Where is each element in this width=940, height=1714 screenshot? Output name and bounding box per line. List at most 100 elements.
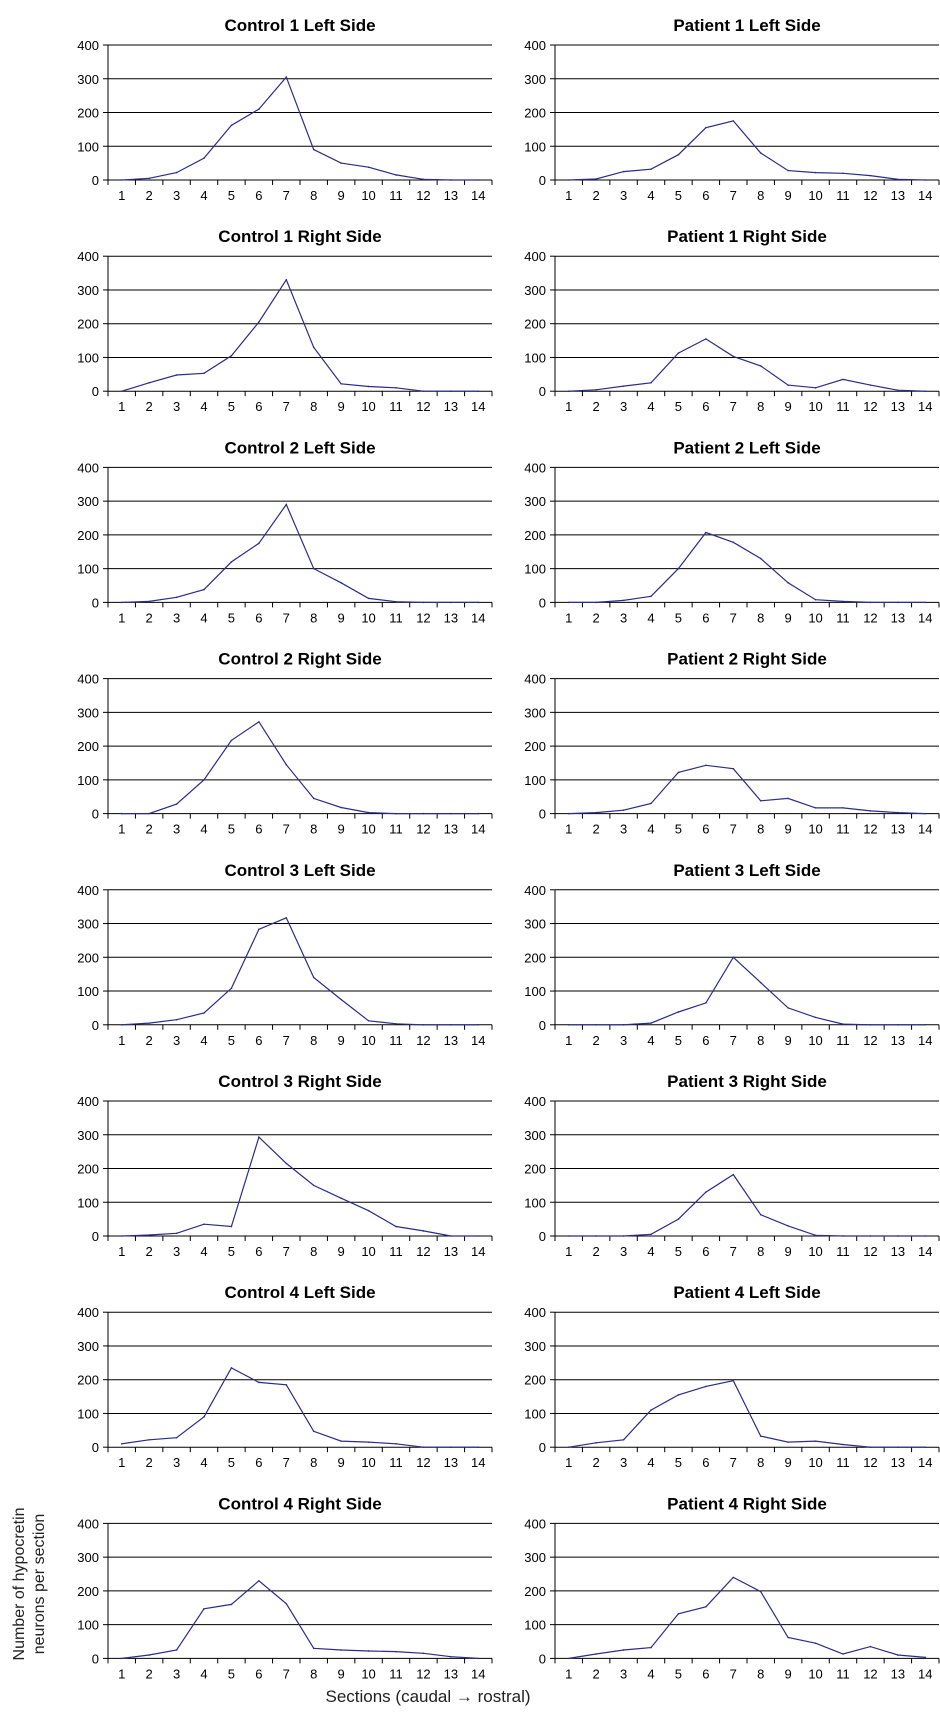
panel-3-point-9 xyxy=(340,382,342,385)
panel-11-xtick-label-11: 11 xyxy=(389,1244,403,1259)
panel-8-title: Patient 2 Right Side xyxy=(667,650,827,669)
panel-14-point-5 xyxy=(677,1394,680,1396)
panel-3-xtick-label-1: 1 xyxy=(118,399,125,414)
panel-5-ytick-label-200: 200 xyxy=(77,528,99,543)
panel-4-xtick-label-10: 10 xyxy=(808,399,822,414)
panel-11-point-11 xyxy=(395,1225,397,1228)
panel-7-point-13 xyxy=(450,812,452,815)
panel-15-xtick-label-12: 12 xyxy=(416,1666,430,1681)
panel-3-xtick-label-4: 4 xyxy=(200,399,207,414)
panel-2-title: Patient 1 Left Side xyxy=(673,16,820,35)
panel-5-xtick-label-7: 7 xyxy=(283,610,290,625)
panel-1-point-1 xyxy=(120,179,123,181)
panel-15-title: Control 4 Right Side xyxy=(218,1494,381,1513)
panel-11-title: Control 3 Right Side xyxy=(218,1072,381,1091)
panel-6-xtick-label-12: 12 xyxy=(863,610,877,625)
panel-2-point-1 xyxy=(567,179,570,181)
panel-4-xtick-label-4: 4 xyxy=(647,399,654,414)
panel-12-xtick-label-14: 14 xyxy=(918,1244,932,1259)
panel-14-ytick-label-400: 400 xyxy=(524,1305,546,1320)
panel-1-ytick-label-400: 400 xyxy=(77,38,99,53)
panel-6-xtick-label-5: 5 xyxy=(675,610,682,625)
panel-14-point-7 xyxy=(732,1379,735,1382)
panel-10-xtick-label-11: 11 xyxy=(836,1033,850,1048)
panel-2-xtick-label-2: 2 xyxy=(593,188,600,203)
panel-16-point-11 xyxy=(842,1653,844,1655)
panel-3-point-3 xyxy=(175,374,178,376)
panel-4-point-1 xyxy=(567,390,570,393)
panel-5-point-12 xyxy=(422,601,425,604)
panel-1-xtick-label-12: 12 xyxy=(416,188,430,203)
panel-4-point-7 xyxy=(732,355,735,358)
panel-14-point-9 xyxy=(787,1441,789,1443)
panel-8-point-10 xyxy=(814,807,817,809)
panel-1-xtick-label-3: 3 xyxy=(173,188,180,203)
panel-8-point-1 xyxy=(567,812,570,815)
panel-4-xtick-label-13: 13 xyxy=(891,399,905,414)
panel-2-xtick-label-3: 3 xyxy=(620,188,627,203)
panel-15-xtick-label-8: 8 xyxy=(310,1666,317,1681)
panel-16-point-10 xyxy=(814,1642,817,1645)
panel-11-point-3 xyxy=(175,1232,178,1235)
panel-1-point-6 xyxy=(258,108,260,110)
panel-2-point-6 xyxy=(705,126,707,129)
panel-5-xtick-label-1: 1 xyxy=(118,610,125,625)
panel-8-point-8 xyxy=(759,799,762,802)
panel-1-xtick-label-10: 10 xyxy=(361,188,375,203)
panel-8-ytick-label-100: 100 xyxy=(524,773,546,788)
panel-14-ytick-label-300: 300 xyxy=(524,1339,546,1354)
panel-12-ytick-label-200: 200 xyxy=(524,1162,546,1177)
panel-5-ytick-label-100: 100 xyxy=(77,562,99,577)
panel-16-xtick-label-14: 14 xyxy=(918,1666,932,1681)
panel-15-xtick-label-4: 4 xyxy=(200,1666,207,1681)
panel-8-point-4 xyxy=(650,802,652,805)
panel-7-xtick-label-6: 6 xyxy=(255,822,262,837)
panel-14-xtick-label-11: 11 xyxy=(836,1455,850,1470)
panel-10-xtick-label-2: 2 xyxy=(593,1033,600,1048)
panel-6-xtick-label-4: 4 xyxy=(647,610,654,625)
panel-13-point-10 xyxy=(367,1441,370,1443)
panel-15-xtick-label-3: 3 xyxy=(173,1666,180,1681)
panel-9-point-3 xyxy=(175,1018,178,1021)
panel-15-point-3 xyxy=(175,1649,178,1651)
panel-2-xtick-label-11: 11 xyxy=(836,188,850,203)
panel-16-xtick-label-9: 9 xyxy=(785,1666,792,1681)
panel-1-point-13 xyxy=(450,179,452,181)
panel-16-xtick-label-5: 5 xyxy=(675,1666,682,1681)
panel-2-xtick-label-12: 12 xyxy=(863,188,877,203)
panel-14-point-12 xyxy=(869,1446,872,1448)
panel-13-xtick-label-3: 3 xyxy=(173,1455,180,1470)
panel-4-point-10 xyxy=(814,387,817,389)
panel-4-xtick-label-2: 2 xyxy=(593,399,600,414)
panel-8-xtick-label-11: 11 xyxy=(836,822,850,837)
panel-10-ytick-label-100: 100 xyxy=(524,984,546,999)
panel-11-xtick-label-10: 10 xyxy=(361,1244,375,1259)
panel-14-point-13 xyxy=(897,1446,899,1448)
panel-11-xtick-label-7: 7 xyxy=(283,1244,290,1259)
panel-11-ytick-label-400: 400 xyxy=(77,1094,99,1109)
panel-12-xtick-label-3: 3 xyxy=(620,1244,627,1259)
panel-16-series-line xyxy=(568,1576,926,1659)
panel-14-xtick-label-2: 2 xyxy=(593,1455,600,1470)
panel-16-point-7 xyxy=(732,1576,735,1579)
panel-12-point-9 xyxy=(787,1225,789,1227)
panel-4-xtick-label-1: 1 xyxy=(565,399,572,414)
panel-1-series-line xyxy=(121,75,479,181)
panel-12-point-12 xyxy=(869,1235,872,1237)
panel-6-point-4 xyxy=(650,595,652,598)
panel-12-xtick-label-6: 6 xyxy=(702,1244,709,1259)
panel-12-ytick-label-300: 300 xyxy=(524,1128,546,1143)
panel-14-point-11 xyxy=(842,1443,844,1446)
panel-16-point-2 xyxy=(595,1653,597,1655)
panel-1-xtick-label-1: 1 xyxy=(118,188,125,203)
panel-3-series-line xyxy=(121,278,479,392)
panel-13-point-13 xyxy=(450,1446,452,1448)
panel-11-point-12 xyxy=(422,1230,425,1232)
panel-11-xtick-label-1: 1 xyxy=(118,1244,125,1259)
panel-4-point-3 xyxy=(622,385,625,387)
panel-16-point-14 xyxy=(924,1656,927,1659)
panel-10-title: Patient 3 Left Side xyxy=(673,861,820,880)
panel-3-point-1 xyxy=(120,390,123,393)
panel-9-point-1 xyxy=(120,1024,123,1026)
panel-15-point-5 xyxy=(230,1603,233,1606)
